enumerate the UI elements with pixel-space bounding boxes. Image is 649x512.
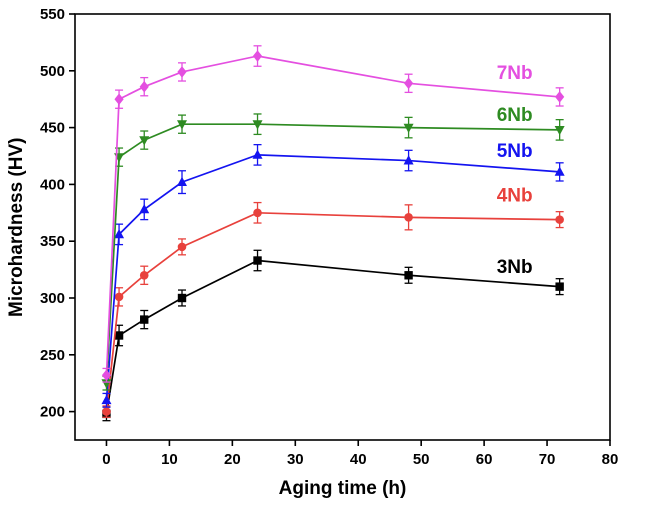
- series-3Nb: 3Nb: [102, 249, 564, 422]
- x-tick-label: 50: [413, 451, 430, 468]
- x-tick-label: 0: [102, 451, 110, 468]
- x-tick-label: 80: [602, 451, 619, 468]
- y-tick-label: 550: [40, 6, 65, 23]
- y-tick-label: 450: [40, 120, 65, 137]
- y-axis-label: Microhardness (HV): [6, 137, 27, 317]
- series-label-6Nb: 6Nb: [497, 105, 533, 126]
- series-6Nb: 6Nb: [101, 105, 565, 391]
- y-tick-label: 200: [40, 404, 65, 421]
- y-tick-label: 350: [40, 233, 65, 250]
- series-line: [105, 154, 560, 401]
- series-line: [105, 211, 560, 412]
- series-5Nb: 5Nb: [101, 141, 565, 408]
- series-line: [105, 259, 560, 415]
- y-tick-label: 300: [40, 290, 65, 307]
- x-tick-label: 40: [350, 451, 367, 468]
- x-tick-label: 70: [539, 451, 556, 468]
- y-tick-label: 400: [40, 176, 65, 193]
- series-7Nb: 7Nb: [101, 45, 565, 383]
- x-tick-label: 20: [224, 451, 241, 468]
- series-label-3Nb: 3Nb: [497, 257, 533, 278]
- series-label-7Nb: 7Nb: [497, 63, 533, 84]
- series-line: [105, 123, 560, 384]
- x-tick-label: 30: [287, 451, 304, 468]
- x-tick-label: 10: [161, 451, 178, 468]
- series-label-5Nb: 5Nb: [497, 141, 533, 162]
- series-4Nb: 4Nb: [102, 185, 564, 418]
- series-label-4Nb: 4Nb: [497, 185, 533, 206]
- y-tick-label: 250: [40, 347, 65, 364]
- y-tick-label: 500: [40, 63, 65, 80]
- plot-frame: [74, 13, 611, 441]
- x-tick-label: 60: [476, 451, 493, 468]
- x-axis-label: Aging time (h): [278, 478, 407, 499]
